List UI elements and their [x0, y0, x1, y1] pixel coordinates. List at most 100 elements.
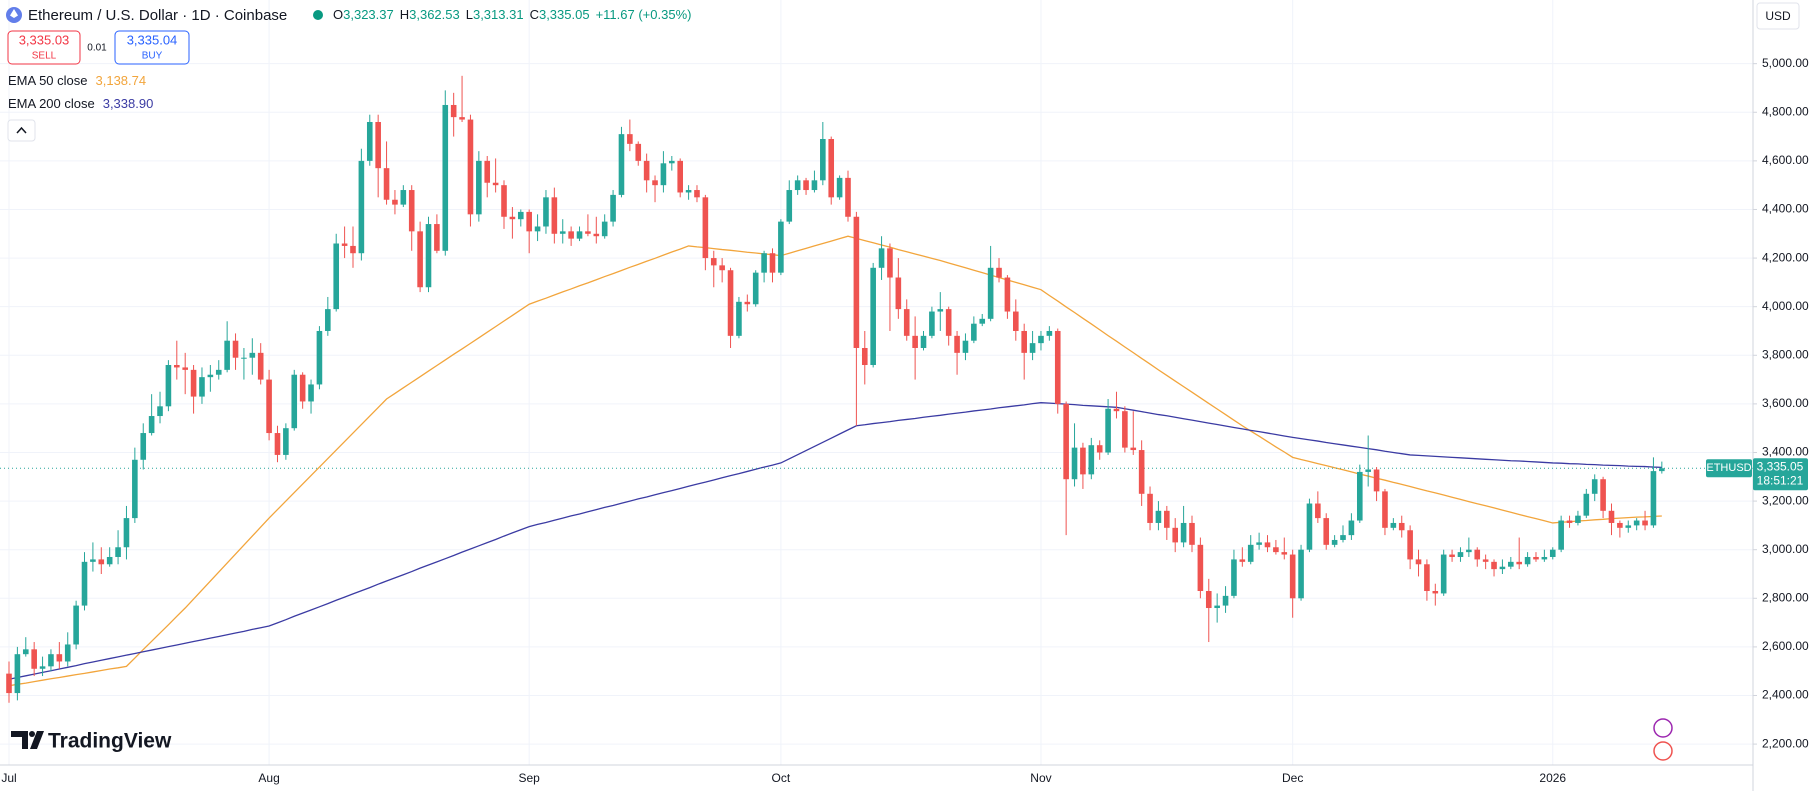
- candle-body: [1424, 564, 1430, 592]
- candle-body: [920, 335, 927, 348]
- currency[interactable]: USD: [1765, 9, 1791, 23]
- candle-body: [266, 379, 272, 434]
- candle-body: [1298, 549, 1304, 599]
- candle-body: [1105, 408, 1111, 453]
- candle-body: [861, 347, 868, 366]
- candle-body: [115, 547, 121, 557]
- ohlc-value: 3,335.05: [539, 7, 590, 22]
- candle-body: [627, 134, 633, 144]
- buy-price[interactable]: 3,335.04: [127, 32, 178, 47]
- candle-body: [241, 357, 247, 359]
- y-tick-label: 3,000.00: [1762, 542, 1809, 556]
- candle-body: [1608, 510, 1615, 523]
- candle-body: [987, 267, 994, 319]
- candle-body: [1365, 469, 1371, 472]
- candle-body: [1407, 530, 1413, 560]
- buy-label[interactable]: BUY: [142, 51, 163, 62]
- candle-body: [283, 428, 289, 455]
- candle-body: [1558, 520, 1564, 550]
- candle-body: [778, 221, 784, 273]
- candle-body: [316, 330, 323, 385]
- candles: [6, 75, 1665, 703]
- candle-body: [786, 190, 793, 222]
- ohlc-value: 3,313.31: [473, 7, 524, 22]
- ema-legend[interactable]: EMA 50 close 3,138.74: [8, 73, 146, 88]
- symbol-title[interactable]: Ethereum / U.S. Dollar · 1D · Coinbase: [28, 7, 287, 24]
- candle-body: [434, 224, 440, 251]
- candle-body: [828, 139, 835, 198]
- candle-body: [132, 459, 138, 519]
- market-status[interactable]: [313, 10, 323, 20]
- sell-price[interactable]: 3,335.03: [19, 32, 70, 47]
- candle-body: [1189, 522, 1195, 545]
- candle-body: [1541, 556, 1548, 560]
- candle-body: [1264, 542, 1271, 548]
- candle-body: [1491, 561, 1497, 570]
- candle-body: [392, 199, 398, 205]
- candle-body: [1449, 554, 1455, 557]
- y-tick-label: 4,400.00: [1762, 202, 1809, 216]
- x-tick-label: Sep: [519, 771, 541, 785]
- candle-body: [64, 644, 71, 662]
- candle-body: [1398, 522, 1405, 531]
- collapse-button[interactable]: [7, 119, 36, 142]
- candle-body: [559, 231, 566, 234]
- candle-body: [333, 243, 340, 310]
- candle-body: [836, 177, 843, 198]
- candle-body: [232, 340, 239, 358]
- candle-body: [1155, 510, 1162, 523]
- candle-body: [174, 365, 180, 368]
- candle-body: [820, 139, 826, 181]
- ema-name[interactable]: EMA 200 close: [8, 96, 95, 111]
- buy-button[interactable]: 3,335.04 BUY: [114, 30, 190, 65]
- sell-box[interactable]: [7, 30, 81, 65]
- x-tick-label: Oct: [772, 771, 791, 785]
- candle-body: [459, 117, 465, 120]
- candle-body: [979, 318, 986, 324]
- candle-body: [1046, 330, 1053, 336]
- candle-body: [1096, 445, 1103, 453]
- eth-icon-glyph: [10, 9, 18, 18]
- candle-body: [341, 243, 348, 246]
- candle-body: [1054, 330, 1061, 404]
- candle-body: [1164, 510, 1170, 528]
- candle-body: [81, 561, 88, 606]
- candle-body: [1180, 522, 1187, 543]
- sell-button[interactable]: 3,335.03 SELL: [7, 30, 81, 65]
- candle-body: [1306, 503, 1313, 550]
- candle-body: [1231, 559, 1237, 596]
- x-tick-label: Aug: [258, 771, 279, 785]
- candle-body: [1315, 503, 1321, 519]
- candle-body: [73, 605, 79, 645]
- candle-body: [1273, 547, 1279, 553]
- candle-body: [912, 335, 918, 348]
- candle-body: [727, 270, 734, 336]
- ema-value[interactable]: 3,338.90: [103, 96, 154, 111]
- candle-body: [1583, 493, 1590, 516]
- collapse-chevron[interactable]: [16, 126, 27, 134]
- candle-body: [601, 221, 608, 237]
- collapse-box[interactable]: [7, 119, 36, 142]
- price-tag: [1753, 458, 1808, 491]
- candle-body: [375, 121, 381, 169]
- candle-body: [39, 666, 46, 669]
- ema-legend[interactable]: EMA 200 close 3,338.90: [8, 96, 153, 111]
- candle-body: [1499, 566, 1506, 570]
- candle-body: [1214, 605, 1220, 609]
- axes: 2,200.00 2,400.00 2,600.00 2,800.00 3,000.00…: [1, 56, 1809, 785]
- candle-body: [1063, 403, 1069, 480]
- candle-body: [383, 168, 390, 200]
- ema-name[interactable]: EMA 50 close: [8, 73, 88, 88]
- ema-value[interactable]: 3,138.74: [96, 73, 147, 88]
- event-icon[interactable]: [1653, 741, 1673, 761]
- y-tick-label: 2,600.00: [1762, 639, 1809, 653]
- sell-label[interactable]: SELL: [32, 51, 57, 62]
- event-icon[interactable]: [1653, 718, 1673, 738]
- candle-body: [408, 190, 415, 232]
- candle-body: [660, 163, 667, 186]
- candle-body: [6, 673, 12, 694]
- buy-box[interactable]: [114, 30, 190, 65]
- currency-box[interactable]: [1756, 2, 1800, 30]
- candle-body: [853, 216, 860, 348]
